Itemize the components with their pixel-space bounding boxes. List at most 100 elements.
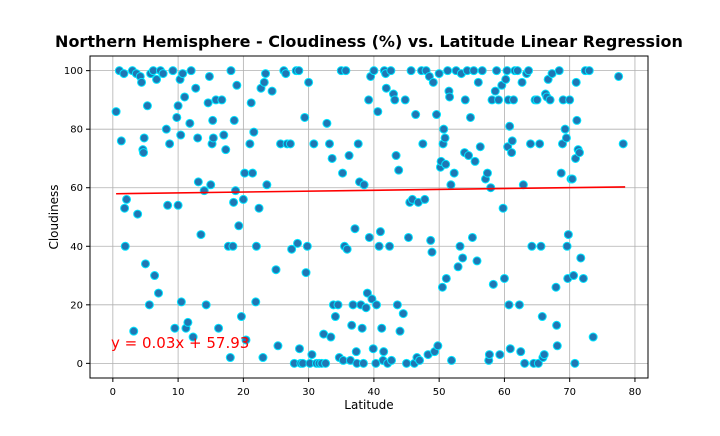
data-point [217,95,227,105]
data-point [240,168,250,178]
data-point [373,107,383,117]
data-point [440,133,450,143]
data-point [492,66,502,76]
data-point [231,186,241,196]
data-point [191,83,201,93]
data-point [391,151,401,161]
data-point [137,77,147,87]
data-point [111,107,121,117]
data-point [144,300,154,310]
data-point [176,130,186,140]
data-point [228,241,238,251]
data-point [254,203,264,213]
data-point [193,177,203,187]
data-point [392,300,402,310]
data-point [150,271,160,281]
data-point [447,355,457,365]
data-point [347,320,357,330]
data-point [203,98,213,108]
data-point [361,303,371,313]
data-point [333,300,343,310]
data-point [122,194,132,204]
data-point [394,165,404,175]
data-point [267,86,277,96]
data-point [398,309,408,319]
data-point [322,118,332,128]
data-point [208,133,218,143]
data-point [449,168,459,178]
data-point [441,273,451,283]
data-point [294,344,304,354]
data-point [420,194,430,204]
data-point [140,259,150,269]
data-point [214,323,224,333]
data-point [341,66,351,76]
data-point [154,288,164,298]
data-point [201,300,211,310]
regression-line-group [116,186,626,195]
data-point [539,350,549,360]
chart-title: Northern Hemisphere - Cloudiness (%) vs.… [55,32,683,51]
data-point [517,77,527,87]
data-point [572,115,582,125]
data-point [526,139,536,149]
data-point [458,253,468,263]
data-point [353,139,363,149]
data-point [460,95,470,105]
data-point [482,168,492,178]
data-point [165,139,175,149]
data-point [472,256,482,266]
data-point [226,66,236,76]
data-point [251,241,261,251]
data-point [271,265,281,275]
data-point [569,271,579,281]
data-point [556,168,566,178]
data-point [502,66,512,76]
data-point [552,341,562,351]
data-point [139,133,149,143]
regression-line [116,186,626,195]
data-point [561,133,571,143]
data-point [359,180,369,190]
data-point [229,197,239,207]
data-point [495,350,505,360]
data-point [259,77,269,87]
data-point [351,347,361,357]
x-tick-label: 10 [172,387,185,398]
data-point [477,66,487,76]
data-point [186,66,196,76]
data-point [584,66,594,76]
data-point [229,115,239,125]
data-point [348,300,358,310]
data-point [344,151,354,161]
y-tick-label: 0 [77,359,83,370]
data-point [178,69,188,79]
data-point [445,92,455,102]
data-point [565,95,575,105]
data-point [507,136,517,146]
x-tick-label: 80 [629,387,642,398]
data-point [176,297,186,307]
data-point [232,80,242,90]
data-point [385,241,395,251]
data-point [301,268,311,278]
data-point [532,95,542,105]
y-tick-label: 60 [70,183,83,194]
data-point [241,335,251,345]
data-point [427,247,437,257]
data-point [418,139,428,149]
data-point [441,159,451,169]
data-point [390,95,400,105]
data-point [120,241,130,251]
data-point [142,101,152,111]
data-point [486,183,496,193]
data-point [571,77,581,87]
data-point [415,355,425,365]
data-point [379,347,389,357]
data-point [411,110,421,120]
data-points [111,66,628,368]
x-axis-label: Latitude [344,398,393,412]
data-point [350,224,360,234]
